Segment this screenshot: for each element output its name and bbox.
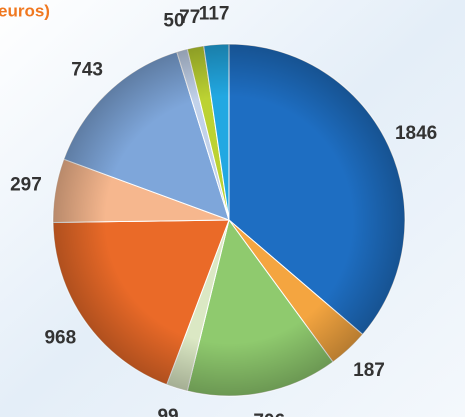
data-label: 968 [44, 327, 76, 348]
data-label: 77 [179, 7, 200, 28]
pie [52, 43, 406, 397]
data-label: 117 [199, 4, 230, 25]
data-label: 743 [71, 60, 103, 81]
data-label: 187 [353, 360, 385, 381]
chart-title: euros) [0, 1, 50, 20]
data-label: 99 [157, 406, 178, 417]
data-label: 50 [163, 10, 184, 31]
data-label: 706 [253, 411, 285, 417]
data-label: 297 [10, 174, 42, 195]
data-label: 1846 [395, 123, 437, 144]
